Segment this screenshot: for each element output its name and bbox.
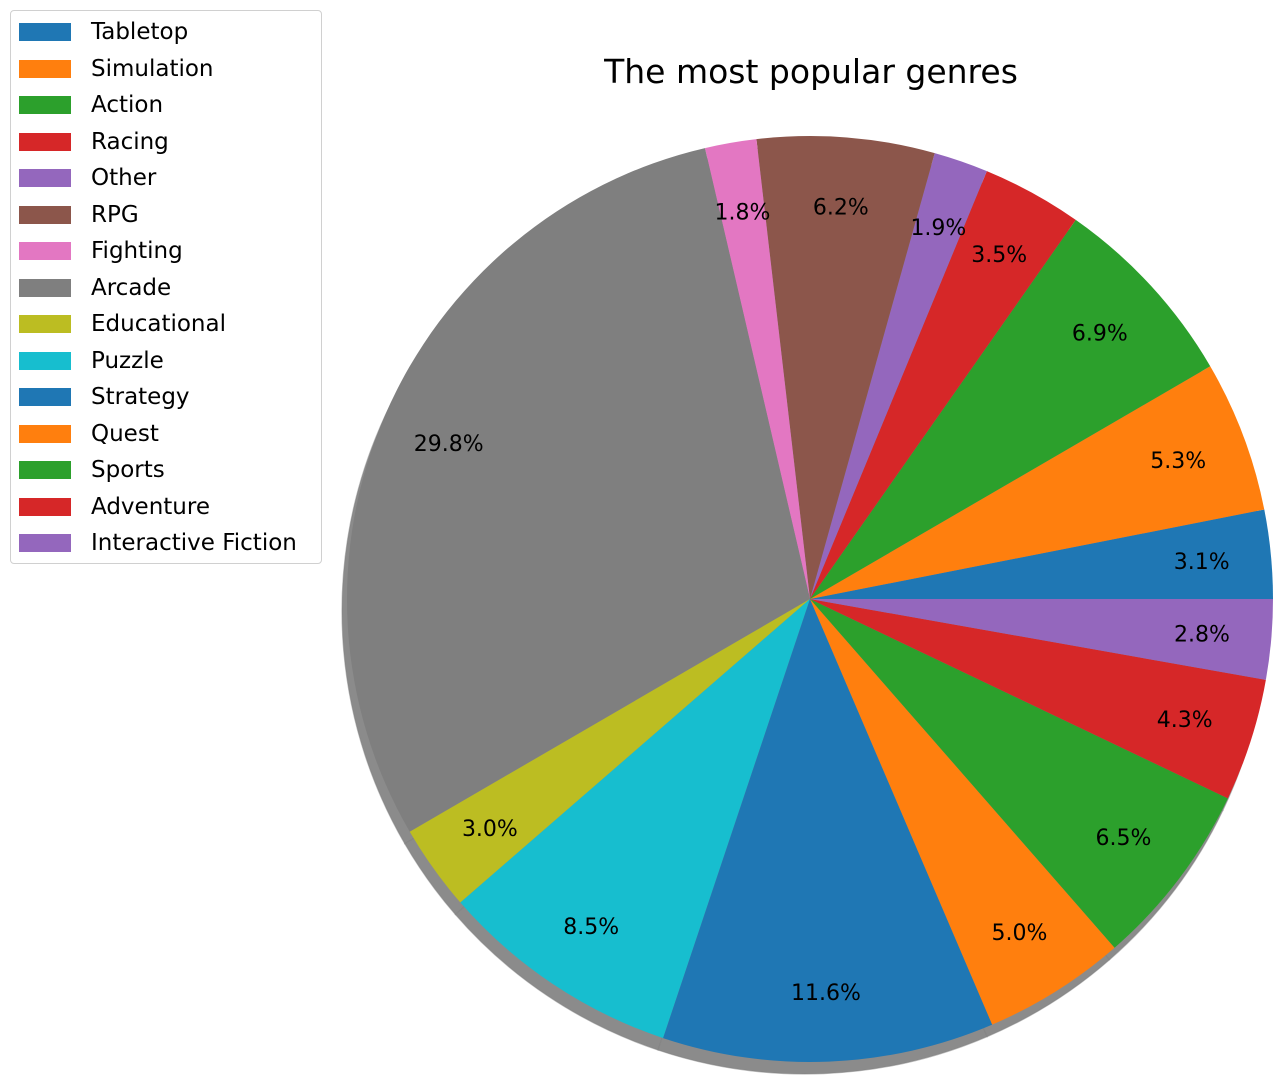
pie-label-strategy: 11.6% [791,981,861,1006]
pie-slice-action [810,219,1211,599]
pie-slice-interactive-fiction [810,599,1273,680]
legend-item-adventure: Adventure [19,492,210,522]
legend-swatch [19,534,71,552]
legend-swatch [19,169,71,187]
legend-label: Racing [91,128,169,155]
pie-slice-sports [810,599,1228,948]
pie-slice-fighting [704,139,810,600]
pie-label-educational: 3.0% [462,817,518,842]
pie-slice-arcade [346,148,810,832]
pie-label-sports: 6.5% [1096,826,1152,851]
pie-slice-quest [810,599,1115,1025]
legend-swatch [19,205,71,224]
legend-swatch [19,59,71,78]
legend-label: Fighting [91,238,183,264]
legend-label: Quest [91,420,159,447]
legend-item-simulation: Simulation [19,54,214,84]
legend-label: RPG [91,201,139,228]
pie-label-quest: 5.0% [992,921,1048,946]
legend-label: Tabletop [91,19,189,45]
legend-item-puzzle: Puzzle [19,346,164,376]
pie-label-racing: 3.5% [971,243,1027,268]
pie-label-action: 6.9% [1072,322,1128,347]
legend-item-arcade: Arcade [19,273,171,303]
pie-label-adventure: 4.3% [1157,708,1213,733]
legend-swatch [19,351,71,370]
legend-item-educational: Educational [19,309,226,339]
pie-slice-puzzle [460,599,810,1039]
legend-label: Action [91,92,164,118]
legend-swatch [19,388,71,406]
legend-label: Puzzle [91,347,164,374]
pie-label-tabletop: 3.1% [1174,550,1230,575]
chart-title: The most popular genres [603,52,1018,91]
legend-label: Interactive Fiction [91,530,297,556]
legend-item-quest: Quest [19,419,159,449]
pie-label-rpg: 6.2% [813,196,869,221]
legend-label: Arcade [91,274,172,301]
legend-swatch [19,23,71,41]
legend-label: Adventure [91,493,210,520]
legend-swatch [19,424,71,443]
pie-slice-tabletop [810,509,1273,599]
pie-slice-racing [810,171,1076,600]
legend-label: Other [91,165,157,191]
pie-slice-educational [409,599,810,903]
legend-label: Sports [91,457,165,483]
legend-swatch [19,461,71,479]
chart-legend: Tabletop Simulation Action Racing Other RPG Fi… [10,10,322,564]
legend-item-sports: Sports [19,455,165,485]
legend-item-other: Other [19,163,156,193]
legend-swatch [19,242,71,260]
pie-label-interactive-fiction: 2.8% [1174,623,1230,648]
pie-slice-adventure [810,599,1266,799]
pie-slices [346,135,1273,1062]
pie-slice-other [810,153,987,599]
legend-item-tabletop: Tabletop [19,17,188,47]
legend-swatch [19,278,71,297]
legend-item-racing: Racing [19,127,169,157]
pie-label-fighting: 1.8% [715,200,771,225]
pie-slice-simulation [810,366,1265,599]
legend-item-fighting: Fighting [19,236,183,266]
pie-label-other: 1.9% [910,216,966,241]
legend-label: Strategy [91,384,190,410]
legend-item-strategy: Strategy [19,382,190,412]
pie-label-arcade: 29.8% [414,432,484,457]
legend-swatch [19,497,71,516]
legend-item-interactive-fiction: Interactive Fiction [19,528,297,558]
legend-swatch [19,132,71,151]
legend-swatch [19,96,71,114]
legend-label: Simulation [91,55,214,82]
pie-percent-labels: 3.1% 5.3% 6.9% 3.5%1.9% 6.2% 1.8% 29.8% 3.0% 8.5… [414,196,1230,1007]
pie-slice-strategy [663,599,993,1062]
legend-label: Educational [91,311,226,337]
legend-swatch [19,315,71,333]
legend-item-action: Action [19,90,163,120]
pie-label-puzzle: 8.5% [563,915,619,940]
pie-slice-rpg [756,135,935,599]
legend-item-rpg: RPG [19,200,139,230]
pie-label-simulation: 5.3% [1150,449,1206,474]
